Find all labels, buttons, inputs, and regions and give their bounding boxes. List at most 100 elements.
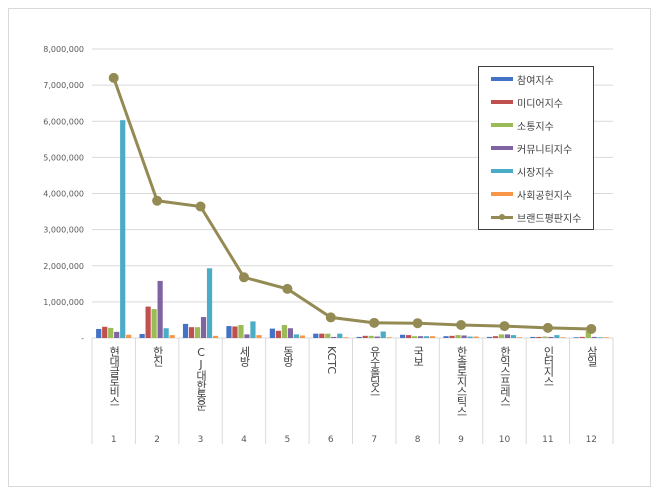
bar-3 <box>325 333 331 338</box>
legend-swatch-icon <box>491 146 513 150</box>
bar-5 <box>206 268 213 338</box>
bar-1 <box>182 323 189 338</box>
bar-5 <box>467 336 473 338</box>
rank-label: 6 <box>328 435 334 445</box>
bar-3 <box>151 309 157 338</box>
bar-6 <box>603 337 609 338</box>
y-tick-label: 1,000,000 <box>43 298 84 307</box>
x-category-label: 삼일 <box>585 346 599 366</box>
legend-label: 사회공헌지수 <box>517 190 573 202</box>
bar-5 <box>424 336 430 338</box>
bar-1 <box>530 336 536 338</box>
bar-5 <box>510 335 517 338</box>
y-tick-label: 4,000,000 <box>43 190 84 199</box>
bar-1 <box>573 337 579 338</box>
bar-3 <box>368 335 374 338</box>
brand-index-line <box>112 77 592 331</box>
legend-item: 시장지수 <box>491 163 554 179</box>
bar-5 <box>120 120 126 338</box>
bar-5 <box>380 331 386 338</box>
y-tick-label: 2,000,000 <box>43 262 84 271</box>
line-marker <box>456 319 467 330</box>
bar-1 <box>356 336 362 338</box>
line-marker <box>152 195 163 206</box>
bar-4 <box>461 335 467 338</box>
bar-6 <box>473 336 479 338</box>
rank-label: 9 <box>458 435 464 445</box>
bar-4 <box>287 328 293 338</box>
legend-label: 소통지수 <box>517 121 554 133</box>
rank-label: 4 <box>241 435 247 445</box>
legend-item: 커뮤니티지수 <box>491 140 572 156</box>
legend-item: 참여지수 <box>491 71 554 87</box>
bar-1 <box>269 328 275 338</box>
bar-3 <box>585 331 591 338</box>
bar-1 <box>96 328 102 338</box>
x-category-label: KCTC <box>324 346 338 375</box>
y-tick-label: 7,000,000 <box>43 81 84 90</box>
line-marker <box>282 283 293 294</box>
x-category-label: 현대글로비스 <box>107 346 121 406</box>
rank-label: 5 <box>285 435 291 445</box>
legend-label: 브랜드평판지수 <box>517 213 582 225</box>
x-category-label: 유수홀딩스 <box>368 346 382 396</box>
bar-5 <box>250 321 256 338</box>
line-marker <box>195 201 206 212</box>
x-category-label: 한솔로지스틱스 <box>455 346 469 416</box>
bar-5 <box>554 335 560 338</box>
bar-3 <box>542 336 548 338</box>
bar-6 <box>560 337 566 338</box>
y-tick-label: - <box>81 334 84 343</box>
bar-6 <box>126 334 132 338</box>
legend-swatch-icon <box>491 169 513 173</box>
x-category-label: 국보 <box>411 346 425 366</box>
legend-line-marker-icon <box>491 213 513 220</box>
line-marker <box>542 322 553 333</box>
x-category-label: 한진 <box>151 346 165 366</box>
bar-5 <box>337 333 343 338</box>
y-tick-label: 6,000,000 <box>43 117 84 126</box>
legend-swatch-icon <box>491 77 513 81</box>
bar-4 <box>114 331 120 338</box>
line-marker <box>412 318 423 329</box>
legend-item: 소통지수 <box>491 117 554 133</box>
legend-label: 커뮤니티지수 <box>517 144 573 156</box>
line-marker <box>586 323 597 334</box>
rank-label: 3 <box>198 435 204 445</box>
line-marker <box>369 317 380 328</box>
x-category-label: 동방 <box>281 346 295 366</box>
legend-swatch-icon <box>491 123 513 127</box>
bar-1 <box>313 333 319 338</box>
bar-2 <box>188 327 195 338</box>
rank-label: 12 <box>586 435 597 445</box>
bar-2 <box>232 326 238 338</box>
bar-2 <box>492 336 499 338</box>
legend-label: 참여지수 <box>517 75 554 87</box>
bar-4 <box>157 280 163 338</box>
bar-1 <box>486 336 493 338</box>
legend-item: 사회공헌지수 <box>491 186 572 202</box>
x-category-label: CJ대한통운 <box>194 346 208 410</box>
bar-4 <box>591 336 597 338</box>
bar-3 <box>108 327 114 338</box>
bar-4 <box>504 334 511 338</box>
bar-3 <box>498 334 505 338</box>
x-category-label: 세방 <box>237 346 251 366</box>
x-category-label: 인터지스 <box>541 346 555 386</box>
rank-label: 8 <box>415 435 421 445</box>
legend-item: 미디어지수 <box>491 94 563 110</box>
bar-2 <box>406 335 412 338</box>
bar-2 <box>362 335 368 338</box>
bar-2 <box>145 306 151 338</box>
bar-6 <box>516 337 523 338</box>
line-marker <box>238 272 249 283</box>
bar-4 <box>244 334 250 338</box>
bar-2 <box>319 333 325 338</box>
rank-label: 2 <box>154 435 160 445</box>
bar-6 <box>343 337 349 338</box>
y-tick-label: 3,000,000 <box>43 226 84 235</box>
line-marker <box>108 72 119 83</box>
bar-2 <box>579 336 585 338</box>
bar-3 <box>412 336 418 338</box>
